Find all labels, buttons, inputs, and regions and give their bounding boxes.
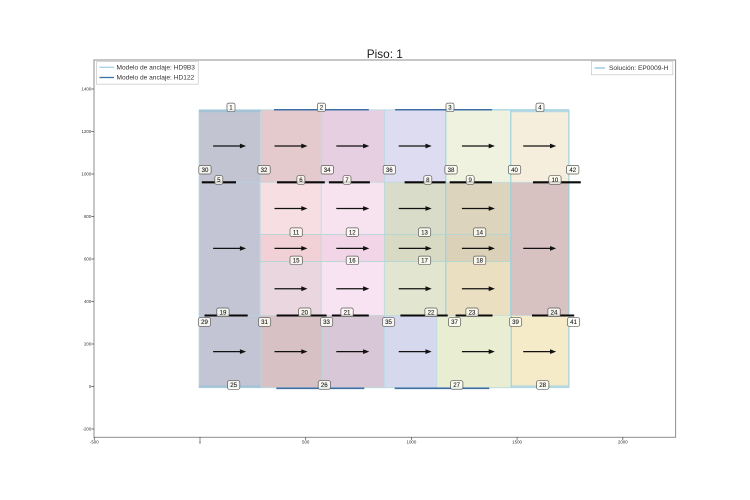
svg-text:23: 23	[469, 309, 476, 316]
svg-text:38: 38	[448, 167, 455, 174]
svg-text:33: 33	[323, 319, 330, 326]
svg-text:13: 13	[421, 229, 428, 236]
svg-text:32: 32	[261, 167, 268, 174]
svg-text:2000: 2000	[618, 439, 628, 444]
svg-text:800: 800	[84, 214, 92, 219]
svg-text:21: 21	[344, 309, 351, 316]
svg-text:Modelo de anclaje: HD122: Modelo de anclaje: HD122	[117, 75, 195, 82]
svg-text:41: 41	[570, 319, 577, 326]
svg-text:27: 27	[453, 382, 460, 389]
svg-text:1000: 1000	[82, 172, 92, 177]
svg-text:17: 17	[421, 258, 428, 265]
svg-text:4: 4	[538, 105, 542, 112]
svg-text:2: 2	[320, 105, 324, 112]
svg-text:14: 14	[476, 229, 483, 236]
svg-text:3: 3	[448, 105, 452, 112]
svg-text:25: 25	[230, 382, 237, 389]
svg-text:29: 29	[201, 319, 208, 326]
svg-text:30: 30	[202, 167, 209, 174]
svg-text:Piso: 1: Piso: 1	[367, 47, 403, 61]
svg-text:Solución: EP0009-H: Solución: EP0009-H	[609, 65, 669, 72]
svg-text:10: 10	[552, 177, 559, 184]
svg-text:6: 6	[299, 177, 303, 184]
svg-text:42: 42	[569, 167, 576, 174]
svg-text:200: 200	[84, 342, 92, 347]
svg-text:Modelo de anclaje: HD9B3: Modelo de anclaje: HD9B3	[117, 65, 196, 72]
svg-text:0: 0	[89, 384, 92, 389]
svg-text:600: 600	[84, 257, 92, 262]
svg-text:9: 9	[469, 177, 473, 184]
svg-text:500: 500	[302, 439, 310, 444]
svg-text:39: 39	[512, 319, 519, 326]
svg-text:15: 15	[293, 258, 300, 265]
svg-text:1200: 1200	[82, 129, 92, 134]
svg-text:24: 24	[551, 309, 558, 316]
svg-text:1: 1	[229, 105, 233, 112]
svg-text:1400: 1400	[82, 87, 92, 92]
svg-text:-500: -500	[90, 439, 99, 444]
svg-text:34: 34	[324, 167, 331, 174]
svg-text:36: 36	[386, 167, 393, 174]
svg-text:5: 5	[217, 177, 221, 184]
svg-text:18: 18	[476, 258, 483, 265]
svg-text:16: 16	[349, 258, 356, 265]
svg-text:40: 40	[511, 167, 518, 174]
svg-text:0: 0	[199, 439, 202, 444]
svg-text:400: 400	[84, 299, 92, 304]
svg-text:7: 7	[345, 177, 349, 184]
svg-text:1000: 1000	[407, 439, 417, 444]
svg-text:35: 35	[385, 319, 392, 326]
svg-text:22: 22	[428, 309, 435, 316]
svg-text:8: 8	[426, 177, 430, 184]
svg-text:-200: -200	[83, 427, 92, 432]
svg-text:26: 26	[321, 382, 328, 389]
svg-text:19: 19	[220, 309, 227, 316]
svg-text:1500: 1500	[512, 439, 522, 444]
svg-text:28: 28	[539, 382, 546, 389]
svg-text:11: 11	[293, 229, 300, 236]
svg-text:31: 31	[261, 319, 268, 326]
svg-text:20: 20	[301, 309, 308, 316]
svg-text:12: 12	[349, 229, 356, 236]
svg-text:37: 37	[451, 319, 458, 326]
